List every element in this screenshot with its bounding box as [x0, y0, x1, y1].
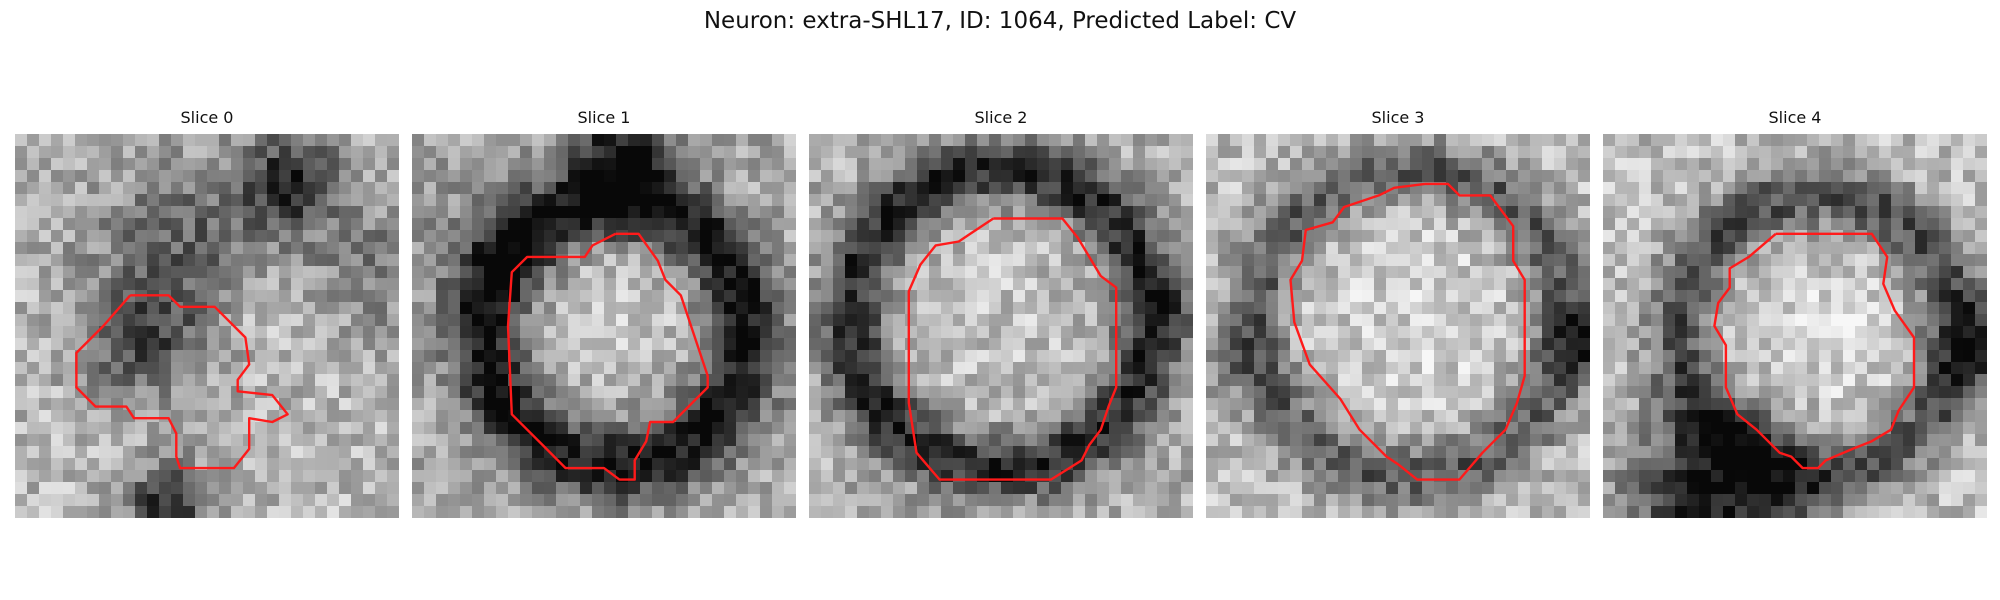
- segmentation-contour: [1289, 182, 1526, 481]
- slice-pixels: [1603, 134, 1987, 518]
- slice-title-0: Slice 0: [180, 108, 234, 127]
- slice-title-1: Slice 1: [577, 108, 631, 127]
- slice-pixels: [1206, 134, 1590, 518]
- slice-pixels: [809, 134, 1193, 518]
- slice-image-0: [15, 134, 399, 518]
- segmentation-contour: [907, 217, 1118, 481]
- slice-pixels: [412, 134, 796, 518]
- slice-pixels: [15, 134, 399, 518]
- slice-title-4: Slice 4: [1768, 108, 1822, 127]
- segmentation-contour: [506, 232, 709, 481]
- slice-title-3: Slice 3: [1371, 108, 1425, 127]
- segmentation-contour: [1713, 232, 1916, 470]
- slice-image-1: [412, 134, 796, 518]
- slice-image-3: [1206, 134, 1590, 518]
- slice-image-4: [1603, 134, 1987, 518]
- figure-title: Neuron: extra-SHL17, ID: 1064, Predicted…: [703, 8, 1297, 34]
- slice-image-2: [809, 134, 1193, 518]
- segmentation-contour: [75, 294, 289, 470]
- slice-title-2: Slice 2: [974, 108, 1028, 127]
